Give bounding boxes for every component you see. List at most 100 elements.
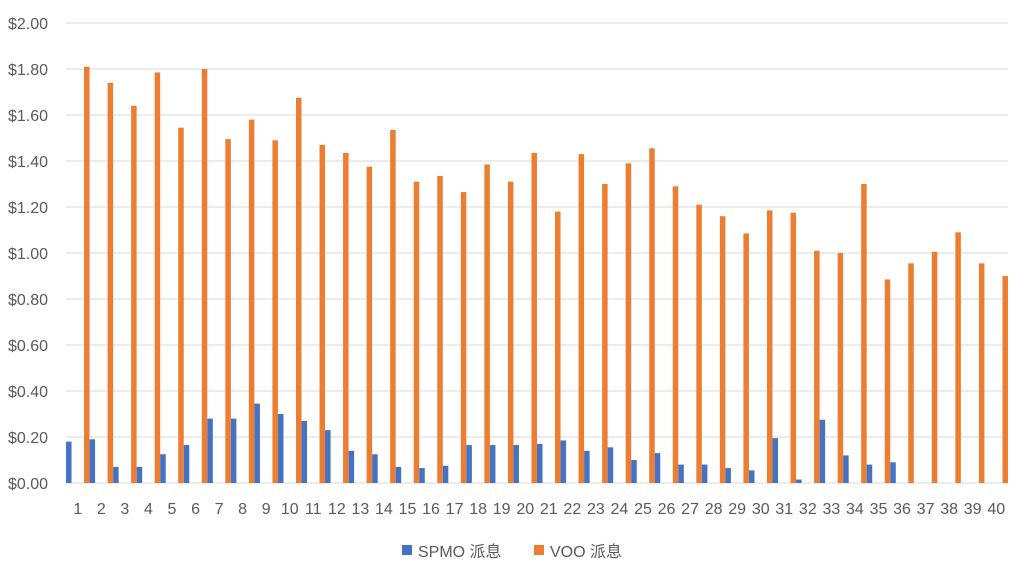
bar-spmo xyxy=(866,464,873,483)
x-tick-label: 24 xyxy=(611,501,629,518)
bar-spmo xyxy=(325,430,331,483)
y-tick-label: $0.80 xyxy=(8,292,48,309)
x-tick-label: 38 xyxy=(940,501,958,518)
bar-spmo xyxy=(796,479,802,483)
bar-spmo xyxy=(372,454,378,483)
bar-spmo xyxy=(230,418,237,483)
x-tick-label: 25 xyxy=(634,501,652,518)
bar-voo xyxy=(272,140,278,484)
bar-spmo xyxy=(254,403,260,483)
bar-voo xyxy=(390,129,396,483)
bar-spmo xyxy=(348,450,355,483)
x-tick-label: 7 xyxy=(215,501,224,518)
x-tick-label: 22 xyxy=(563,501,581,518)
x-tick-label: 21 xyxy=(540,501,558,518)
bar-voo xyxy=(248,119,255,483)
x-tick-label: 39 xyxy=(964,501,982,518)
x-tick-label: 6 xyxy=(191,501,200,518)
bar-voo xyxy=(343,152,349,483)
bar-spmo xyxy=(725,468,731,483)
x-tick-label: 8 xyxy=(238,501,247,518)
bar-spmo xyxy=(277,414,284,483)
x-tick-label: 14 xyxy=(375,501,393,518)
bar-spmo xyxy=(207,418,213,483)
bar-voo xyxy=(484,164,490,483)
legend-swatch-spmo xyxy=(401,545,412,555)
bar-voo xyxy=(531,152,537,483)
bar-spmo xyxy=(513,445,519,483)
bar-spmo xyxy=(748,470,755,483)
y-tick-label: $0.60 xyxy=(8,338,48,355)
legend-label-spmo: SPMO 派息 xyxy=(417,544,502,561)
y-tick-label: $1.40 xyxy=(8,154,48,171)
bar-voo xyxy=(743,233,749,483)
bar-spmo xyxy=(489,445,496,483)
bar-voo xyxy=(507,181,514,483)
x-tick-label: 17 xyxy=(446,501,464,518)
bar-voo xyxy=(931,251,938,483)
x-tick-label: 31 xyxy=(775,501,793,518)
x-tick-label: 19 xyxy=(493,501,511,518)
bar-voo xyxy=(978,263,985,483)
legend-item-voo: VOO 派息 xyxy=(534,538,622,562)
x-tick-label: 3 xyxy=(120,501,129,518)
bar-spmo xyxy=(537,443,543,483)
bar-voo xyxy=(295,97,302,483)
x-tick-label: 9 xyxy=(262,501,271,518)
bar-spmo xyxy=(113,466,119,483)
bar-voo xyxy=(719,216,726,483)
y-tick-label: $1.80 xyxy=(8,62,48,79)
x-tick-label: 13 xyxy=(351,501,369,518)
bar-voo xyxy=(814,250,820,483)
x-tick-label: 36 xyxy=(893,501,911,518)
bar-voo xyxy=(555,211,561,483)
bar-voo xyxy=(460,192,467,484)
y-tick-label: $0.20 xyxy=(8,430,48,447)
bar-spmo xyxy=(89,439,96,483)
bar-spmo xyxy=(419,468,425,483)
legend: SPMO 派息 VOO 派息 xyxy=(0,538,1024,562)
bar-voo xyxy=(225,139,231,483)
bar-voo xyxy=(154,72,161,483)
bar-voo xyxy=(366,166,373,483)
x-tick-label: 28 xyxy=(705,501,723,518)
bar-spmo xyxy=(301,420,308,483)
x-tick-label: 34 xyxy=(846,501,864,518)
bar-voo xyxy=(884,279,891,483)
bar-voo xyxy=(766,210,773,483)
bar-spmo xyxy=(183,445,190,483)
bar-voo xyxy=(672,186,679,484)
x-tick-label: 10 xyxy=(281,501,299,518)
x-tick-label: 23 xyxy=(587,501,605,518)
x-tick-label: 12 xyxy=(328,501,346,518)
bar-voo xyxy=(696,204,702,483)
x-tick-label: 40 xyxy=(987,501,1005,518)
bar-spmo xyxy=(607,447,614,483)
x-tick-label: 27 xyxy=(681,501,699,518)
bar-spmo xyxy=(890,462,896,483)
bar-spmo xyxy=(654,453,661,483)
bar-voo xyxy=(625,163,632,484)
x-tick-label: 37 xyxy=(917,501,935,518)
y-tick-label: $1.60 xyxy=(8,108,48,125)
bar-voo xyxy=(955,232,961,483)
bar-spmo xyxy=(136,466,143,483)
x-tick-label: 15 xyxy=(399,501,417,518)
bar-spmo xyxy=(395,466,402,483)
bar-voo xyxy=(790,212,797,483)
bar-spmo xyxy=(772,438,779,483)
x-tick-label: 35 xyxy=(870,501,888,518)
bar-spmo xyxy=(442,465,449,483)
bar-voo xyxy=(413,181,420,483)
x-tick-label: 1 xyxy=(73,501,82,518)
y-tick-label: $2.00 xyxy=(8,16,48,33)
bar-voo xyxy=(861,184,867,483)
x-tick-label: 26 xyxy=(658,501,676,518)
bar-spmo xyxy=(819,419,826,483)
bar-spmo xyxy=(466,445,472,483)
y-tick-label: $1.20 xyxy=(8,200,48,217)
x-tick-label: 5 xyxy=(168,501,177,518)
x-tick-label: 2 xyxy=(97,501,106,518)
x-tick-label: 32 xyxy=(799,501,817,518)
